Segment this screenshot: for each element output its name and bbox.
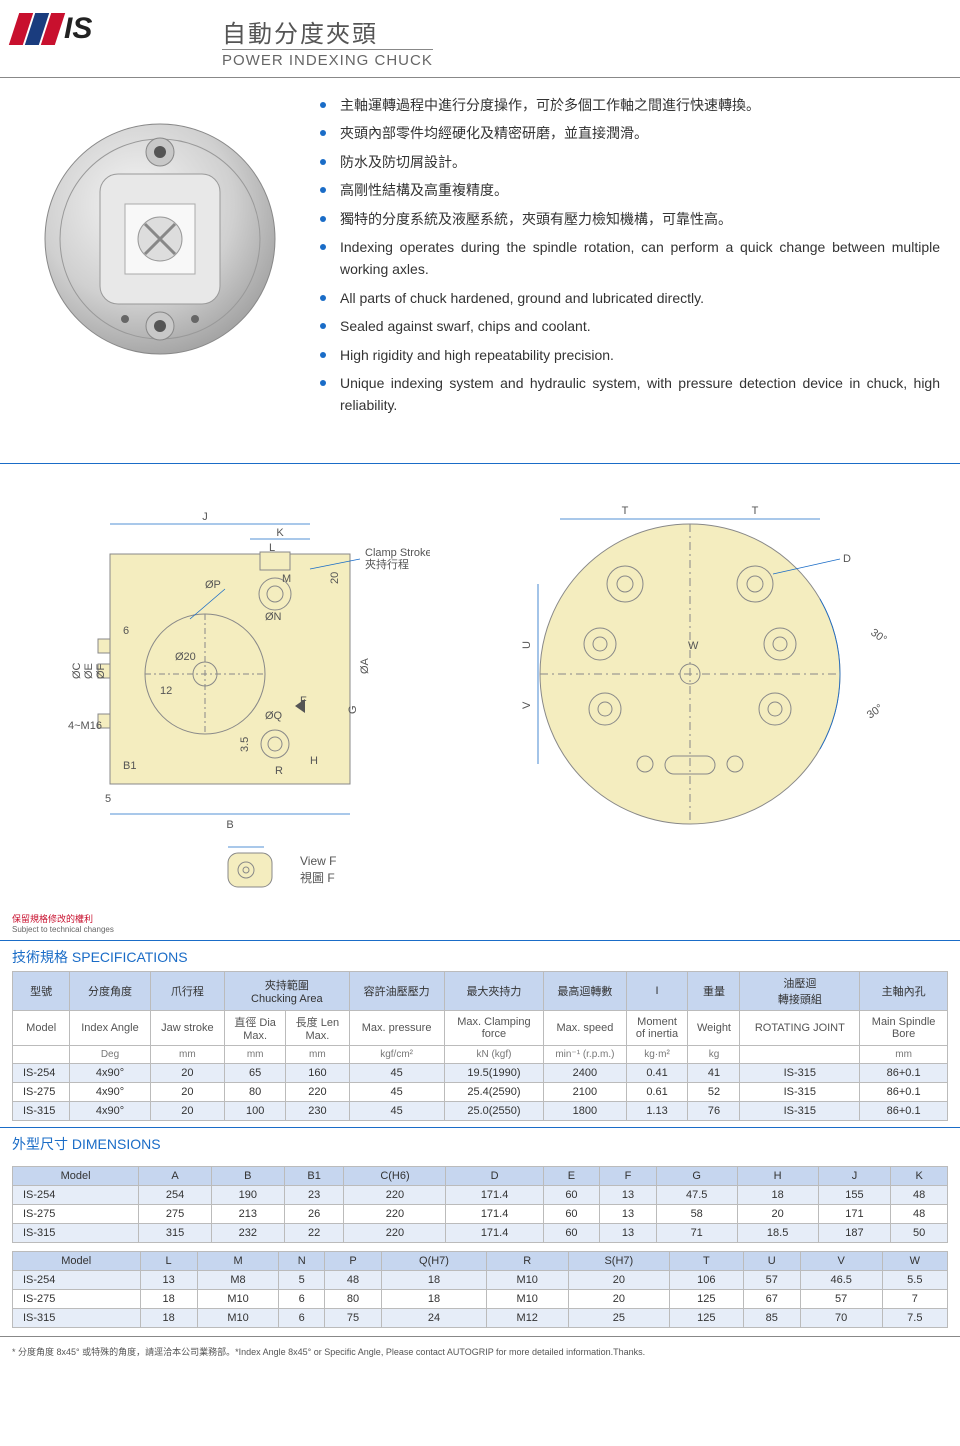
table-row: IS-27527521326220171.46013582017148 [13, 1204, 948, 1223]
bullet-icon [320, 352, 326, 358]
table-row: IS-31518M1067524M122512585707.5 [13, 1308, 948, 1327]
svg-text:S: S [242, 845, 249, 848]
bullet-icon [320, 323, 326, 329]
title-cn: 自動分度夾頭 [222, 14, 960, 49]
table-row: IS-3154x90°201002304525.0(2550)18001.137… [13, 1101, 948, 1120]
svg-text:3.5: 3.5 [239, 736, 251, 751]
view-f-detail: S View F 視圖 F [220, 845, 336, 895]
bullet-icon [320, 380, 326, 386]
feature-bullet-cn: 防水及防切屑設計。 [320, 151, 940, 173]
svg-text:ØP: ØP [205, 579, 221, 591]
tech-change-note-en: Subject to technical changes [0, 925, 960, 934]
svg-text:B: B [226, 819, 233, 831]
logo-text: IS [64, 12, 92, 46]
svg-text:M: M [282, 573, 291, 585]
dimensions-table-1: ModelABB1C(H6)DEFGHJK IS-254254190232201… [12, 1166, 948, 1243]
page-header: IS 自動分度夾頭 POWER INDEXING CHUCK [0, 0, 960, 78]
technical-diagrams: J K L Clamp Stroke 夾持行程 ØP M ØN Ø20 ØC Ø… [0, 474, 960, 857]
tech-change-note-cn: 保留規格修改的權利 [0, 912, 960, 925]
diagram-front-view: J K L Clamp Stroke 夾持行程 ØP M ØN Ø20 ØC Ø… [50, 484, 430, 847]
feature-bullet-en: Sealed against swarf, chips and coolant. [320, 315, 940, 337]
view-f-label: View F 視圖 F [300, 853, 336, 887]
svg-text:D: D [843, 553, 851, 565]
svg-text:ØF: ØF [95, 663, 107, 679]
feature-bullet-en: All parts of chuck hardened, ground and … [320, 287, 940, 309]
svg-text:U: U [521, 641, 533, 649]
svg-text:L: L [269, 542, 275, 554]
bullet-icon [320, 159, 326, 165]
feature-bullet-cn: 獨特的分度系統及液壓系統，夾頭有壓力檢知機構，可靠性高。 [320, 208, 940, 230]
table-row: IS-2544x90°20651604519.5(1990)24000.4141… [13, 1063, 948, 1082]
intro-section: 主軸運轉過程中進行分度操作，可於多個工作軸之間進行快速轉換。夾頭內部零件均經硬化… [0, 78, 960, 433]
svg-text:T: T [622, 505, 629, 517]
svg-text:Clamp Stroke: Clamp Stroke [365, 547, 430, 559]
svg-text:ØA: ØA [359, 657, 371, 674]
svg-text:R: R [275, 765, 283, 777]
svg-text:J: J [202, 511, 208, 523]
feature-bullet-cn: 夾頭內部零件均經硬化及精密研磨，並直接潤滑。 [320, 122, 940, 144]
svg-text:K: K [276, 527, 284, 539]
svg-text:6: 6 [123, 625, 129, 637]
svg-text:ØC: ØC [71, 662, 83, 679]
dimensions-table-2: ModelLMNPQ(H7)RS(H7)TUVW IS-25413M854818… [12, 1251, 948, 1328]
bullet-icon [320, 187, 326, 193]
specifications-table: 型號分度角度爪行程夾持範圍Chucking Area容許油壓壓力最大夾持力最高迴… [12, 971, 948, 1121]
table-row: IS-25425419023220171.4601347.51815548 [13, 1185, 948, 1204]
svg-text:12: 12 [160, 685, 172, 697]
bullet-icon [320, 244, 326, 250]
svg-text:B1: B1 [123, 760, 136, 772]
feature-bullet-en: Indexing operates during the spindle rot… [320, 236, 940, 281]
svg-text:5: 5 [105, 793, 111, 805]
svg-text:T: T [752, 505, 759, 517]
feature-bullet-cn: 主軸運轉過程中進行分度操作，可於多個工作軸之間進行快速轉換。 [320, 94, 940, 116]
divider [0, 463, 960, 464]
table-row: IS-31531523222220171.460137118.518750 [13, 1223, 948, 1242]
feature-bullet-en: Unique indexing system and hydraulic sys… [320, 372, 940, 417]
feature-bullets: 主軸運轉過程中進行分度操作，可於多個工作軸之間進行快速轉換。夾頭內部零件均經硬化… [320, 94, 940, 423]
title-block: 自動分度夾頭 POWER INDEXING CHUCK [222, 12, 960, 69]
svg-text:H: H [310, 755, 318, 767]
svg-text:ØN: ØN [265, 611, 282, 623]
svg-text:夾持行程: 夾持行程 [365, 557, 409, 571]
svg-text:4~M16: 4~M16 [68, 720, 102, 732]
svg-text:ØQ: ØQ [265, 710, 283, 722]
svg-text:G: G [347, 705, 359, 714]
table-row: IS-25413M854818M10201065746.55.5 [13, 1270, 948, 1289]
table-row: IS-27518M1068018M102012567577 [13, 1289, 948, 1308]
product-image [20, 94, 300, 374]
svg-text:20: 20 [329, 571, 341, 583]
svg-text:30°: 30° [868, 626, 889, 645]
footnote: * 分度角度 8x45° 或特殊的角度，請逕洽本公司業務部。*Index Ang… [0, 1336, 960, 1366]
bullet-icon [320, 216, 326, 222]
diagram-rear-view: T T D 30° 30° U V W [490, 484, 910, 847]
svg-text:30°: 30° [865, 702, 886, 721]
svg-text:Ø20: Ø20 [175, 651, 196, 663]
table-row: IS-2754x90°20802204525.4(2590)21000.6152… [13, 1082, 948, 1101]
title-en: POWER INDEXING CHUCK [222, 49, 433, 69]
svg-text:W: W [688, 640, 699, 652]
svg-text:ØE: ØE [83, 663, 95, 679]
chuck-illustration-icon [30, 104, 290, 364]
svg-text:V: V [521, 701, 533, 709]
bullet-icon [320, 102, 326, 108]
bullet-icon [320, 295, 326, 301]
bullet-icon [320, 130, 326, 136]
logo-block: IS [12, 12, 222, 46]
feature-bullet-cn: 高剛性結構及高重複精度。 [320, 179, 940, 201]
dimensions-title: 外型尺寸 DIMENSIONS [0, 1127, 960, 1158]
logo-stripes-icon [12, 13, 56, 45]
specifications-title: 技術規格 SPECIFICATIONS [0, 940, 960, 971]
feature-bullet-en: High rigidity and high repeatability pre… [320, 344, 940, 366]
